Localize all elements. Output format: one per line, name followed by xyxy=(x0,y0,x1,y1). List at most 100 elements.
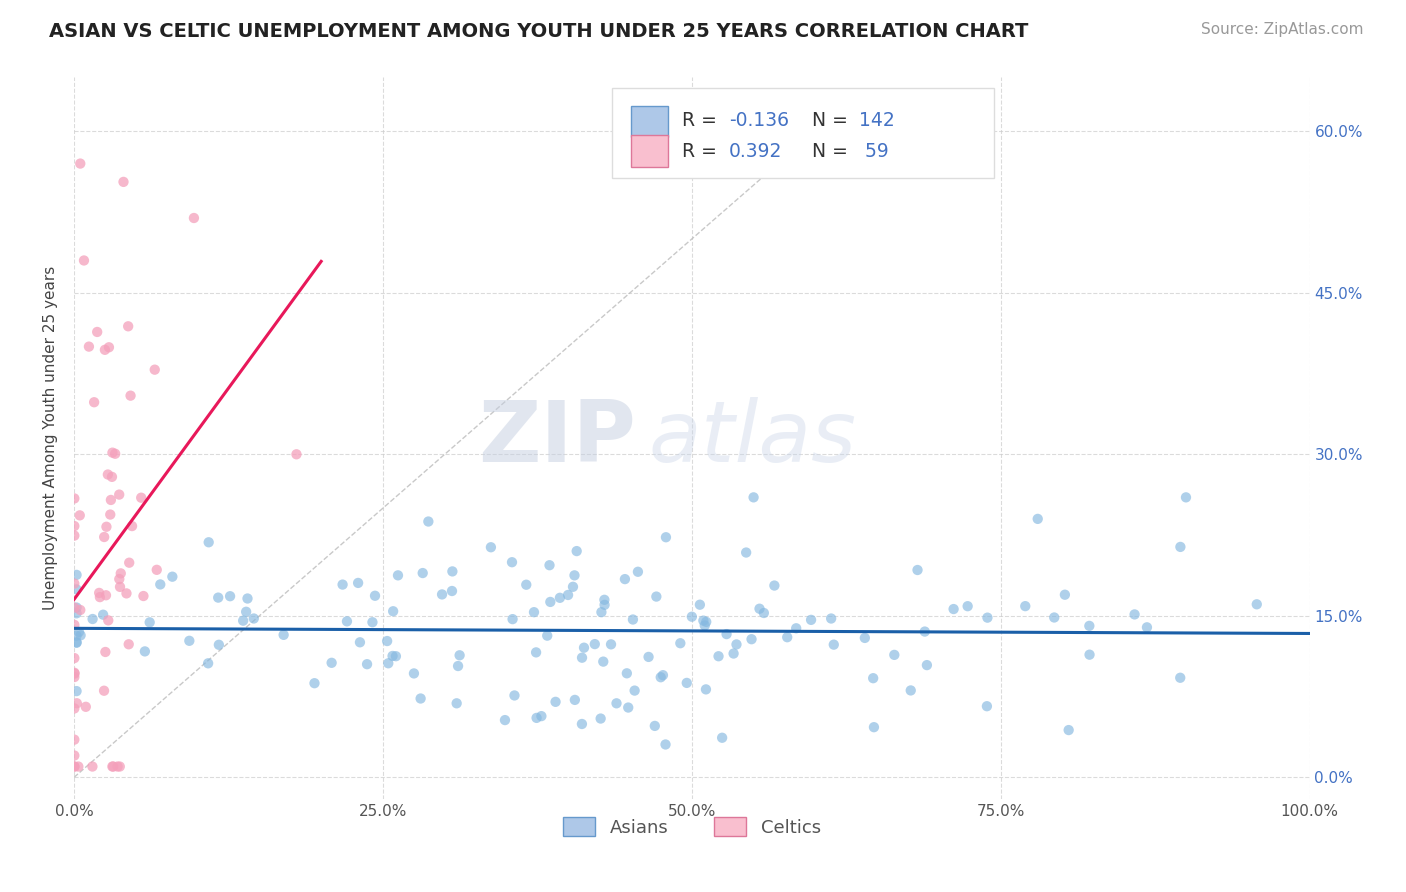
Point xyxy=(89,586,111,600)
Point xyxy=(562,580,585,594)
Point xyxy=(93,683,115,698)
Point xyxy=(695,682,717,697)
Point xyxy=(63,666,86,681)
Point xyxy=(321,656,343,670)
Text: N =: N = xyxy=(811,142,853,161)
Point xyxy=(89,590,111,604)
Point xyxy=(447,659,470,673)
Point xyxy=(637,649,659,664)
Point xyxy=(1123,607,1146,622)
Point xyxy=(557,588,579,602)
Point xyxy=(907,563,929,577)
Point xyxy=(652,668,675,682)
Text: 0.392: 0.392 xyxy=(728,142,782,161)
Point xyxy=(693,618,716,632)
Point xyxy=(63,491,86,506)
Point xyxy=(1170,540,1192,554)
Point xyxy=(725,637,748,651)
Point xyxy=(589,712,612,726)
Point xyxy=(108,487,131,501)
Point xyxy=(63,732,86,747)
Point xyxy=(94,343,117,357)
Point xyxy=(544,695,567,709)
Point xyxy=(83,395,105,409)
Point xyxy=(430,587,453,601)
Point xyxy=(66,696,89,710)
Point xyxy=(621,613,644,627)
Point xyxy=(440,584,463,599)
FancyBboxPatch shape xyxy=(612,88,994,178)
Point xyxy=(69,508,91,523)
Point xyxy=(143,362,166,376)
Point xyxy=(207,591,229,605)
Point xyxy=(138,615,160,630)
Point xyxy=(1053,588,1076,602)
Point xyxy=(441,565,464,579)
Point xyxy=(571,650,593,665)
Point xyxy=(976,610,998,624)
Text: -0.136: -0.136 xyxy=(728,112,789,130)
Point xyxy=(409,691,432,706)
Point xyxy=(94,645,117,659)
Point xyxy=(364,589,387,603)
Point xyxy=(65,635,87,649)
Text: ZIP: ZIP xyxy=(478,397,636,480)
Point xyxy=(915,658,938,673)
Legend: Asians, Celtics: Asians, Celtics xyxy=(555,810,828,844)
Point xyxy=(1078,648,1101,662)
Point xyxy=(63,670,86,684)
Point xyxy=(1175,491,1198,505)
Point xyxy=(67,624,90,639)
Point xyxy=(692,614,714,628)
Point xyxy=(134,644,156,658)
Point xyxy=(385,649,408,664)
Point xyxy=(63,701,86,715)
Point xyxy=(219,589,242,603)
Point xyxy=(145,563,167,577)
Point xyxy=(689,598,711,612)
Point xyxy=(645,590,668,604)
Point xyxy=(711,731,734,745)
Point xyxy=(69,628,91,642)
Point xyxy=(1026,512,1049,526)
Point xyxy=(735,545,758,559)
Point xyxy=(108,580,131,594)
Point xyxy=(655,530,678,544)
Point xyxy=(741,632,763,647)
Text: 59: 59 xyxy=(859,142,889,161)
Point xyxy=(108,759,131,773)
Point xyxy=(716,627,738,641)
Point xyxy=(583,637,606,651)
Point xyxy=(591,605,613,619)
Point xyxy=(162,570,184,584)
Point xyxy=(232,614,254,628)
Point xyxy=(82,759,104,773)
Point xyxy=(103,759,125,773)
Point xyxy=(785,621,807,635)
Point xyxy=(63,600,86,615)
Point xyxy=(654,738,676,752)
Text: ASIAN VS CELTIC UNEMPLOYMENT AMONG YOUTH UNDER 25 YEARS CORRELATION CHART: ASIAN VS CELTIC UNEMPLOYMENT AMONG YOUTH… xyxy=(49,22,1029,41)
Point xyxy=(120,389,142,403)
Point xyxy=(121,519,143,533)
Point xyxy=(183,211,205,225)
Point xyxy=(115,586,138,600)
Point xyxy=(1168,671,1191,685)
Text: N =: N = xyxy=(811,112,853,130)
Point xyxy=(63,665,86,680)
Point xyxy=(77,340,100,354)
Point xyxy=(571,717,593,731)
Point xyxy=(63,618,86,632)
Point xyxy=(179,633,201,648)
Point xyxy=(100,492,122,507)
Point xyxy=(381,648,404,663)
Point xyxy=(86,325,108,339)
Point xyxy=(118,556,141,570)
Point xyxy=(197,657,219,671)
Point xyxy=(883,648,905,662)
Point xyxy=(1246,597,1268,611)
Point xyxy=(349,635,371,649)
Point xyxy=(530,709,553,723)
Point xyxy=(681,609,703,624)
Point xyxy=(617,700,640,714)
